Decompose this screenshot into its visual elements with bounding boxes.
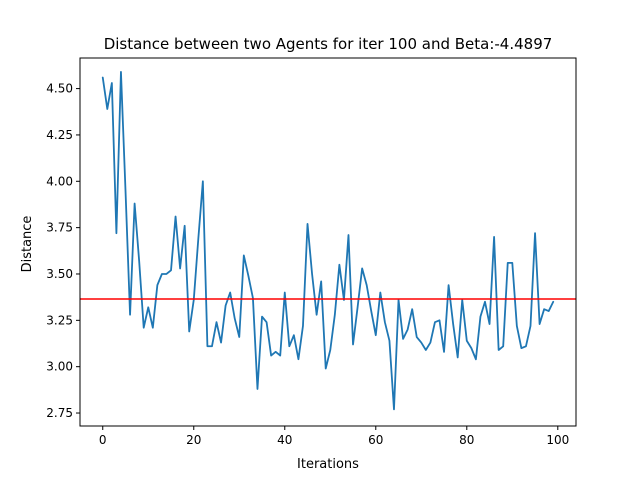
x-tick-label: 20 — [186, 433, 201, 447]
x-tick-label: 60 — [368, 433, 383, 447]
x-axis-label: Iterations — [297, 457, 359, 472]
y-tick-label: 4.25 — [46, 128, 73, 142]
axes-frame — [79, 57, 577, 427]
x-tick-label: 40 — [277, 433, 292, 447]
y-tick-label: 4.00 — [46, 174, 73, 188]
y-tick-label: 3.25 — [46, 313, 73, 327]
y-tick-label: 3.75 — [46, 221, 73, 235]
y-tick-label: 3.50 — [46, 267, 73, 281]
x-tick-label: 0 — [99, 433, 107, 447]
chart-title: Distance between two Agents for iter 100… — [104, 35, 553, 53]
x-axis-ticks: 0 20 40 60 80 100 — [99, 426, 569, 447]
y-tick-label: 3.00 — [46, 360, 73, 374]
y-axis-ticks: 2.75 3.00 3.25 3.50 3.75 4.00 4.25 4.50 — [46, 82, 80, 420]
x-tick-label: 100 — [546, 433, 569, 447]
x-tick-label: 80 — [459, 433, 474, 447]
series-line-0 — [101, 71, 555, 411]
y-tick-label: 4.50 — [46, 82, 73, 96]
y-axis-label: Distance — [20, 216, 35, 273]
y-tick-label: 2.75 — [46, 406, 73, 420]
plot-area — [79, 57, 577, 427]
